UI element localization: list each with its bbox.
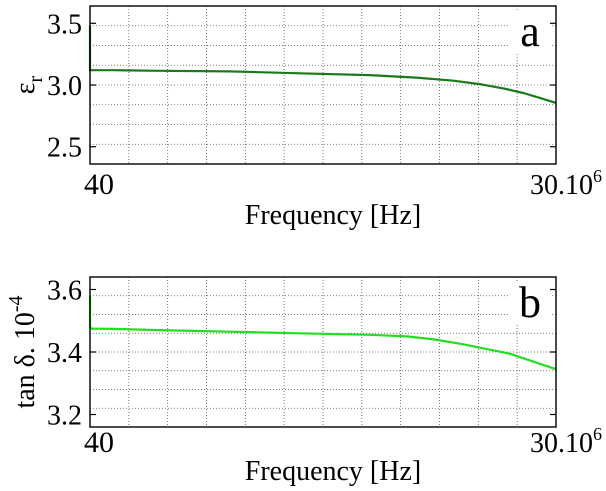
y-axis-label: tan δ. 10-4 — [5, 295, 41, 408]
panel-label: b — [519, 278, 541, 327]
x-tick-label-end: 30.106 — [530, 424, 602, 459]
x-tick-label-start: 40 — [84, 426, 114, 459]
y-tick-label: 3.2 — [47, 401, 82, 432]
series-line — [88, 295, 557, 371]
x-axis-label: Frequency [Hz] — [245, 456, 421, 487]
x-tick-label-end: 30.106 — [530, 166, 602, 201]
x-tick-label-start: 40 — [84, 168, 114, 201]
grid — [90, 277, 556, 427]
y-tick-label: 3.6 — [47, 276, 82, 307]
panel-label-bg — [510, 281, 550, 325]
y-tick-label: 2.5 — [47, 133, 82, 164]
series-line — [88, 25, 557, 104]
x-axis-label: Frequency [Hz] — [245, 200, 421, 231]
y-axis-label: εr — [10, 75, 47, 94]
panel-label: a — [520, 7, 540, 56]
y-tick-label: 3.0 — [47, 71, 82, 102]
chart-panel-b: 3.6 3.4 3.240 30.106 Frequency [Hz] tan δ. 10… — [5, 276, 602, 488]
y-tick-label: 3.5 — [47, 9, 82, 40]
panel-label-bg — [510, 10, 550, 54]
chart-panel-a: 3.5 3.0 2.540 30.106 Frequency [Hz] εr a — [10, 5, 602, 231]
y-tick-label: 3.4 — [47, 338, 82, 369]
